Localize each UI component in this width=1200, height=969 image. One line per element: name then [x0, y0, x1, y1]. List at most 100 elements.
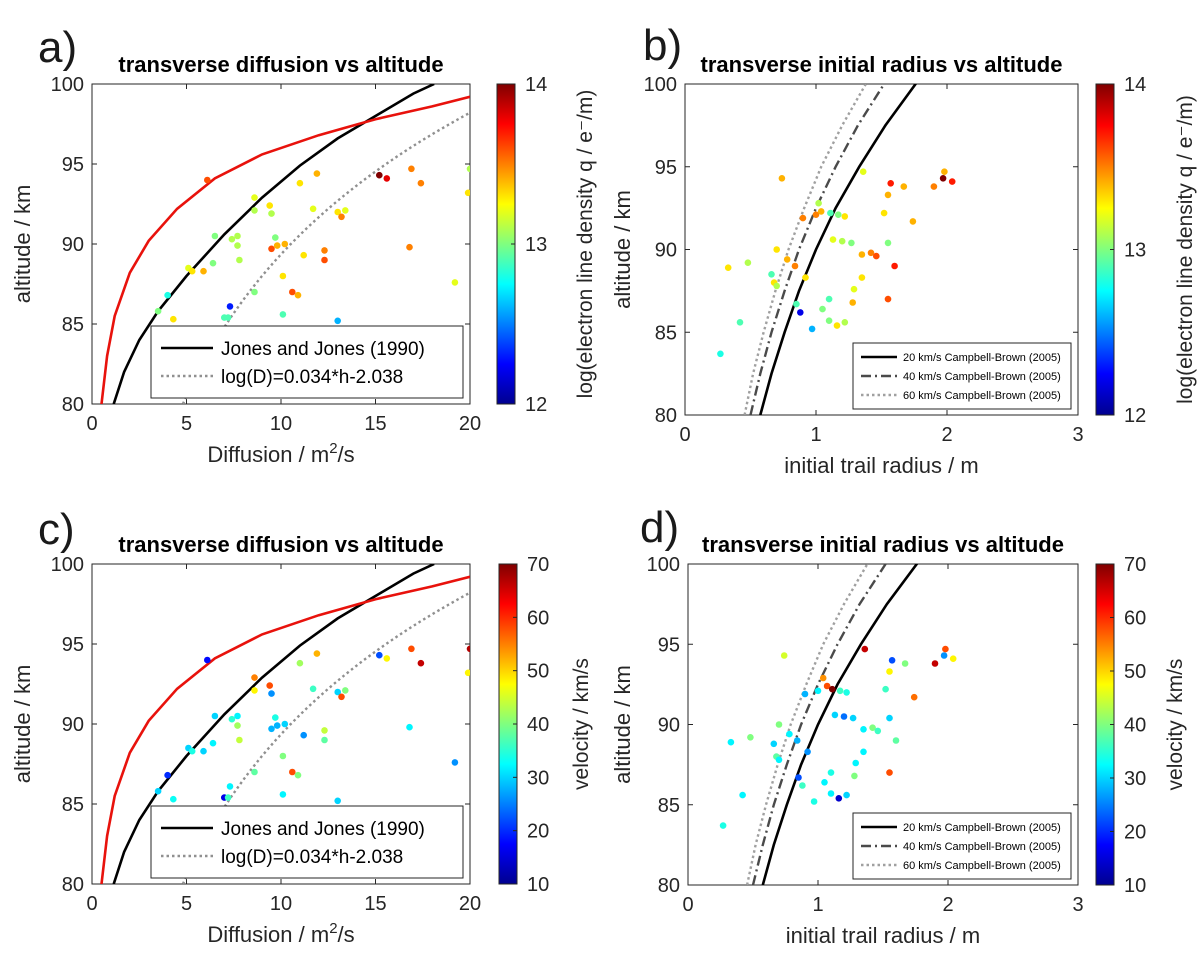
data-point [840, 713, 848, 720]
y-tick-label: 80 [62, 394, 84, 416]
colorbar-tick-label: 60 [527, 607, 549, 629]
data-point [200, 267, 207, 275]
data-point [281, 240, 289, 248]
data-point [931, 660, 939, 667]
data-point [279, 311, 287, 318]
data-point [861, 645, 869, 653]
data-point [408, 165, 415, 173]
colorbar-tick-label: 10 [1124, 875, 1146, 897]
data-point [775, 756, 783, 764]
data-point [309, 685, 317, 693]
data-point [334, 797, 342, 805]
x-axis-label: Diffusion / m2/s [207, 440, 354, 467]
y-tick-label: 90 [658, 715, 680, 737]
data-point [770, 740, 778, 748]
data-point [281, 720, 289, 728]
data-point [886, 769, 893, 776]
data-point [289, 288, 296, 296]
data-point [797, 309, 804, 316]
data-point [795, 774, 802, 781]
data-point [791, 262, 799, 270]
data-point [406, 723, 413, 731]
data-point [209, 259, 217, 267]
colorbar: 10 20 30 40 50 60 70 velocity / km/s [498, 554, 593, 896]
legend-entry: 20 km/s Campbell-Brown (2005) [903, 352, 1061, 364]
data-point [819, 674, 827, 682]
data-point [858, 274, 866, 281]
y-tick-label: 100 [644, 74, 677, 96]
colorbar-tick-label: 13 [525, 234, 547, 256]
data-point [819, 305, 826, 313]
colorbar-label: velocity / km/s [1164, 659, 1187, 791]
data-point [773, 246, 780, 253]
data-point [858, 251, 866, 258]
x-tick-label: 3 [1072, 894, 1083, 916]
colorbar-label: velocity / km/s [570, 658, 593, 790]
curve-60-km-s-campbell-brown-2005- [743, 84, 868, 415]
panel-c: c) transverse diffusion vs altitude 0 5 10 15… [10, 505, 593, 947]
data-point [901, 660, 909, 667]
y-tick-label: 90 [62, 714, 84, 736]
data-point [780, 652, 788, 659]
colorbar-tick-label: 50 [527, 661, 549, 683]
data-point [736, 319, 744, 326]
data-point [226, 783, 234, 790]
data-point [910, 693, 918, 701]
data-point [778, 175, 786, 182]
legend-entry: 40 km/s Campbell-Brown (2005) [903, 371, 1061, 383]
data-point [829, 685, 836, 693]
y-tick-label: 90 [655, 240, 677, 262]
data-point [334, 688, 342, 696]
legend-entry: 20 km/s Campbell-Brown (2005) [903, 822, 1061, 834]
panel-label: a) [38, 23, 77, 72]
x-axis-label-tail: /s [338, 922, 355, 947]
y-tick-label: 80 [658, 875, 680, 897]
x-tick-label: 5 [181, 413, 192, 435]
data-point [211, 232, 219, 240]
data-point [309, 205, 317, 213]
points [154, 645, 470, 805]
y-tick-label: 95 [62, 634, 84, 656]
data-point [251, 768, 258, 776]
x-axis-label-main: initial trail radius / m [786, 923, 980, 948]
y-axis-label: altitude / km [10, 185, 35, 304]
curve-log-d-0-034-h-2-038 [181, 591, 470, 884]
x-tick-label: 15 [364, 893, 386, 915]
data-point [808, 325, 816, 333]
data-point [294, 291, 302, 299]
data-point [313, 650, 321, 657]
data-point [224, 794, 232, 801]
x-tick-label: 20 [459, 413, 481, 435]
data-point [321, 256, 328, 264]
data-point [464, 189, 470, 197]
y-tick-label: 85 [655, 322, 677, 344]
data-point [884, 295, 892, 303]
data-point [408, 645, 415, 653]
data-point [273, 722, 281, 729]
x-axis-label: initial trail radius / m [784, 453, 978, 478]
data-point [814, 687, 822, 695]
data-point [783, 256, 791, 263]
data-point [859, 168, 867, 175]
data-point [226, 303, 234, 310]
colorbar-label: log(electron line density q / e⁻/m) [574, 90, 597, 399]
panel-label: c) [38, 505, 75, 554]
y-tick-label: 95 [62, 154, 84, 176]
data-point [417, 179, 425, 187]
data-point [835, 211, 842, 218]
data-point [204, 176, 211, 184]
y-axis-label: altitude / km [610, 665, 635, 784]
data-point [334, 208, 342, 216]
panel-label: b) [643, 21, 682, 70]
colorbar-tick-label: 70 [527, 554, 549, 576]
data-point [300, 731, 308, 739]
data-point [867, 249, 875, 257]
x-axis-label-main: Diffusion / m [207, 442, 329, 467]
data-point [930, 183, 938, 190]
colorbar: 10 20 30 40 50 60 70 velocity / km/s [1095, 554, 1187, 897]
data-point [860, 726, 867, 733]
chart-title: transverse diffusion vs altitude [118, 532, 443, 557]
x-tick-label: 0 [679, 424, 690, 446]
x-axis-label-main: initial trail radius / m [784, 453, 978, 478]
x-axis-label-main: Diffusion / m [207, 922, 329, 947]
